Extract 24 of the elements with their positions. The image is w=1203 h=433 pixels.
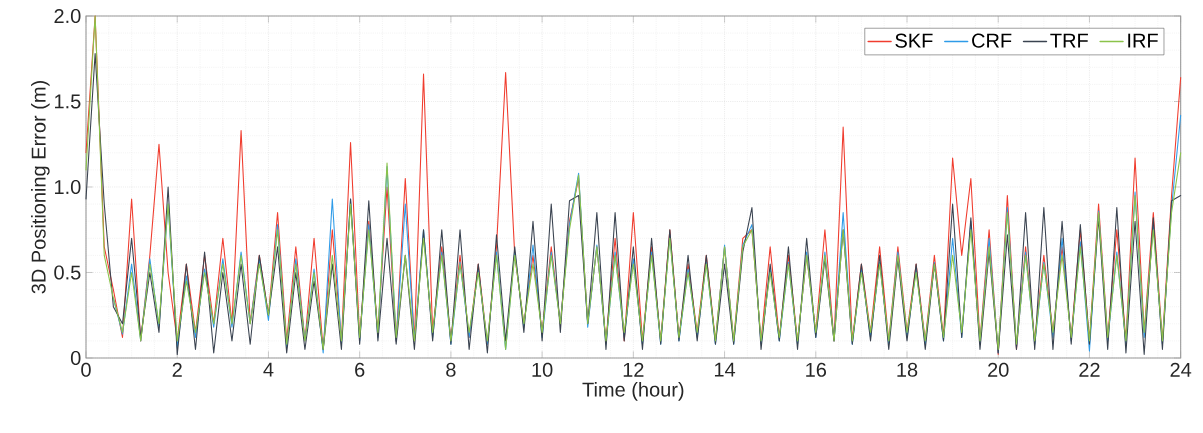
x-tick-label: 22 — [1079, 362, 1100, 377]
x-tick-label: 24 — [1170, 362, 1192, 377]
x-tick-label: 6 — [355, 362, 365, 377]
y-tick-label: 0.5 — [54, 265, 81, 280]
y-axis-title: 3D Positioning Error (m) — [31, 81, 50, 294]
y-tick-label: 0 — [70, 350, 81, 366]
y-tick-label: 1.5 — [55, 94, 81, 109]
legend-label: SKF — [895, 33, 933, 48]
x-tick-label: 18 — [897, 362, 918, 377]
x-tick-label: 0 — [81, 362, 91, 377]
x-tick-label: 4 — [263, 362, 274, 377]
y-tick-label: 1.0 — [55, 179, 81, 195]
x-tick-label: 16 — [806, 362, 827, 377]
legend-label: TRF — [1050, 33, 1088, 48]
x-tick-label: 8 — [446, 362, 456, 377]
legend-label: CRF — [972, 33, 1012, 48]
x-axis-title: Time (hour) — [582, 382, 684, 401]
legend-label: IRF — [1128, 33, 1158, 48]
x-tick-label: 12 — [623, 362, 644, 377]
x-tick-label: 2 — [172, 362, 182, 377]
x-tick-label: 10 — [532, 362, 553, 377]
x-tick-label: 14 — [714, 362, 736, 377]
y-tick-label: 2.0 — [54, 8, 81, 24]
x-tick-label: 20 — [988, 362, 1009, 377]
